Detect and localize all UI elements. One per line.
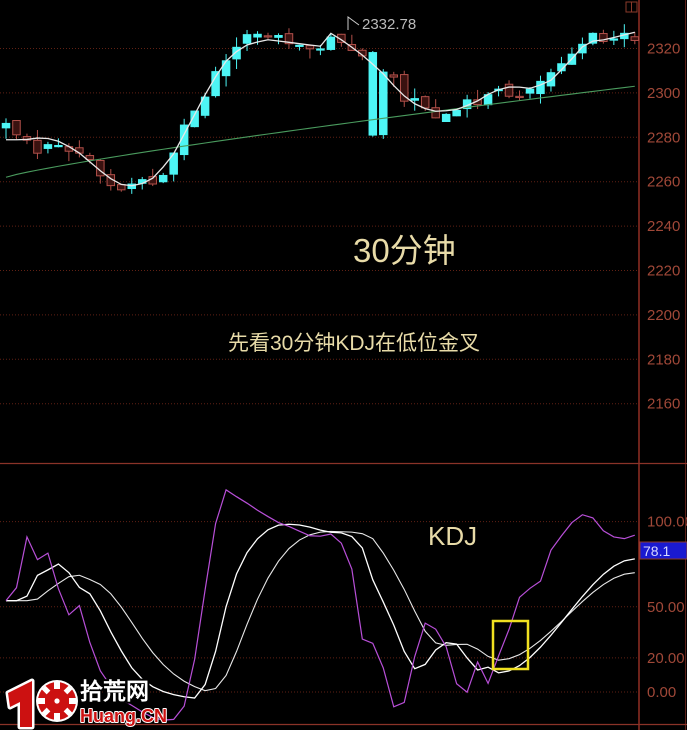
- svg-text:拾荒网: 拾荒网: [80, 678, 149, 704]
- svg-text:Huang.CN: Huang.CN: [80, 706, 167, 726]
